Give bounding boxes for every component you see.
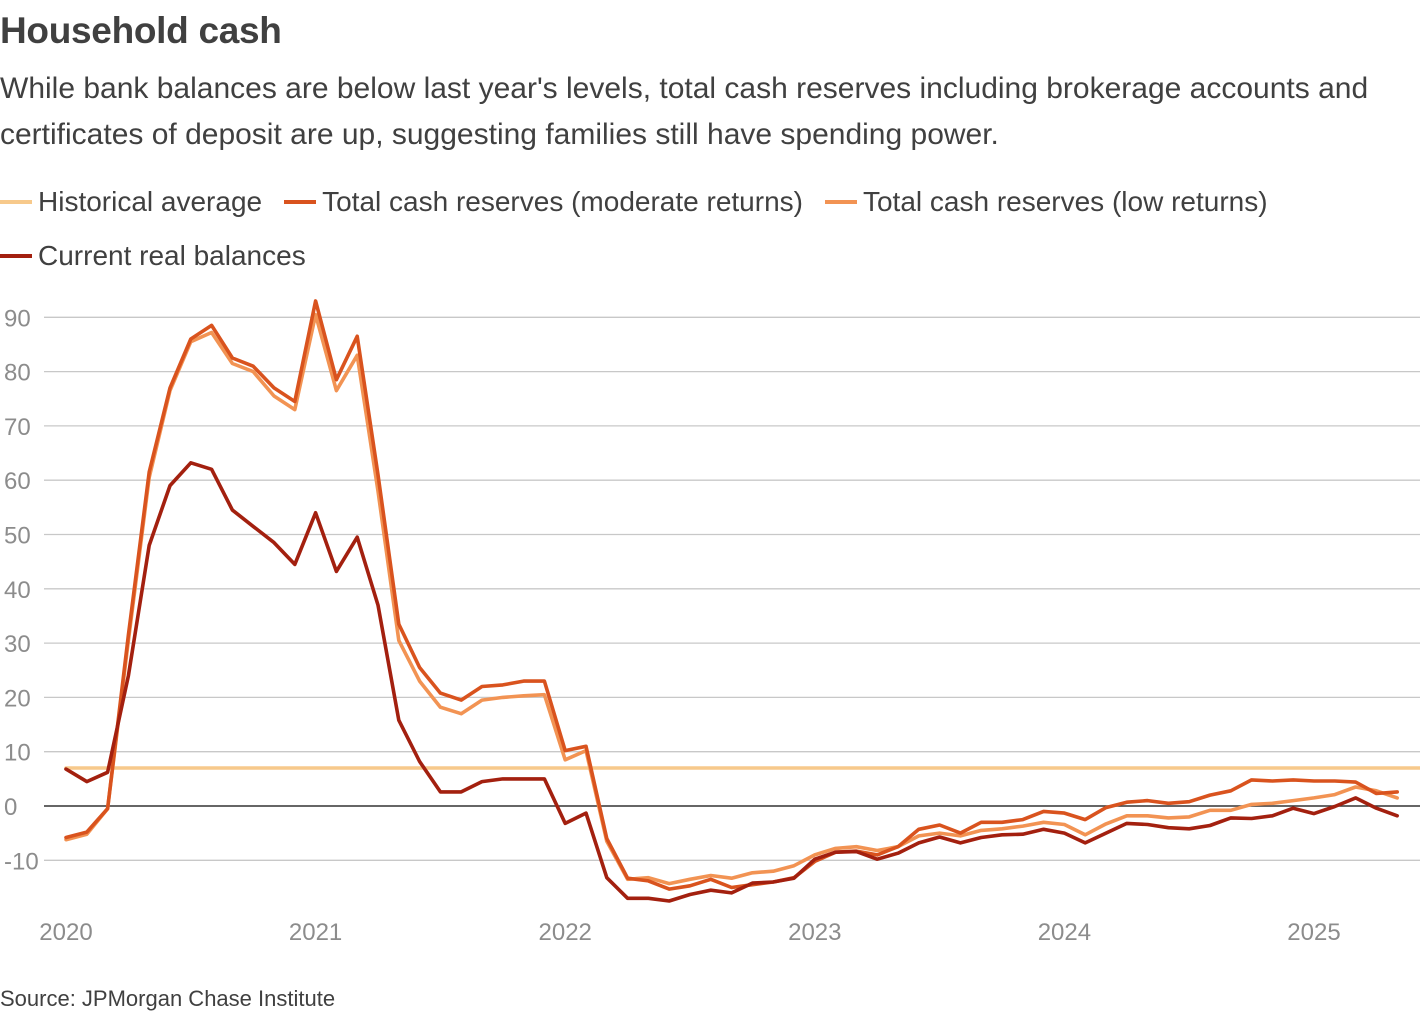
series-line-2 xyxy=(64,299,1399,891)
chart-legend: Historical average Total cash reserves (… xyxy=(0,182,1400,276)
y-tick-label: 60 xyxy=(4,468,31,495)
y-tick-label: 90 xyxy=(4,305,31,332)
legend-item-historical-average: Historical average xyxy=(0,182,262,222)
y-tick-label: 70 xyxy=(4,414,31,441)
legend-label-historical-average: Historical average xyxy=(38,186,263,217)
legend-item-moderate-returns: Total cash reserves (moderate returns) xyxy=(284,182,803,222)
y-tick-label: 80 xyxy=(4,360,31,387)
line-chart: 90 80 70 60 50 40 30 20 10 0 -10 2020 2021 2022 2023 20… xyxy=(4,299,1420,946)
chart-subtitle: While bank balances are below last year'… xyxy=(0,72,1369,151)
y-tick-label: 30 xyxy=(4,631,31,658)
series-line-1 xyxy=(64,312,1399,886)
x-tick-label: 2020 xyxy=(39,919,92,946)
y-tick-label: 20 xyxy=(4,685,31,712)
legend-label-moderate-returns: Total cash reserves (moderate returns) xyxy=(322,186,803,217)
y-tick-label: 10 xyxy=(4,740,31,767)
legend-item-current-real-balances: Current real balances xyxy=(0,236,306,276)
series-line-3 xyxy=(64,461,1399,903)
y-tick-label: 0 xyxy=(4,794,17,821)
source-note: Source: JPMorgan Chase Institute xyxy=(0,986,336,1011)
y-tick-label: 50 xyxy=(4,523,31,550)
x-tick-label: 2023 xyxy=(788,919,841,946)
legend-label-current-real-balances: Current real balances xyxy=(38,240,306,271)
x-tick-label: 2022 xyxy=(539,919,592,946)
x-tick-label: 2025 xyxy=(1287,919,1340,946)
chart-title: Household cash xyxy=(0,10,282,51)
legend-item-low-returns: Total cash reserves (low returns) xyxy=(824,182,1268,222)
y-tick-label: 40 xyxy=(4,577,31,604)
legend-swatch-moderate-returns xyxy=(284,200,317,204)
legend-label-low-returns: Total cash reserves (low returns) xyxy=(862,186,1268,217)
y-tick-label: -10 xyxy=(4,848,39,875)
legend-swatch-current-real-balances xyxy=(0,254,32,258)
x-tick-label: 2024 xyxy=(1038,919,1091,946)
legend-swatch-low-returns xyxy=(824,200,857,204)
x-tick-label: 2021 xyxy=(289,919,342,946)
legend-swatch-historical-average xyxy=(0,200,32,204)
